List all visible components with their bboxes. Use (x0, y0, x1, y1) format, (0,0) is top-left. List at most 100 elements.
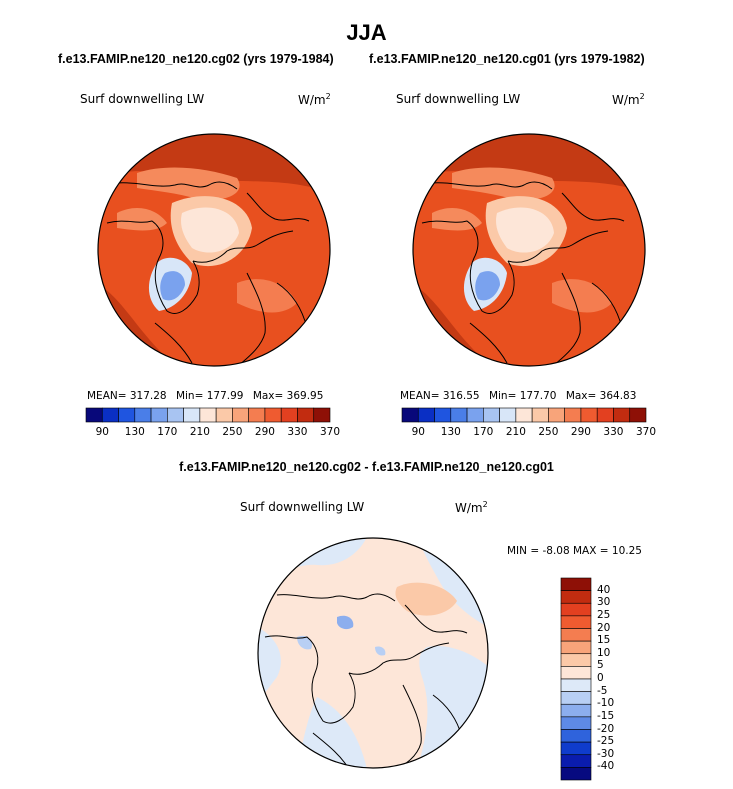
right-colorbar-swatch (450, 407, 468, 423)
difference-colorbar-swatch (560, 741, 592, 756)
difference-polar-map (257, 537, 489, 769)
left-colorbar-swatch (199, 407, 217, 423)
difference-colorbar-swatch (560, 653, 592, 667)
left-colorbar-swatch (248, 407, 266, 423)
difference-colorbar-swatch (560, 691, 592, 705)
difference-colorbar-tick-label: -30 (597, 747, 615, 760)
right-mean: MEAN= 316.55 (400, 390, 480, 402)
left-colorbar-swatch (134, 407, 152, 423)
difference-colorbar-tick-label: -25 (597, 735, 615, 748)
right-colorbar-swatch (434, 407, 452, 423)
right-variable-label: Surf downwelling LW (396, 92, 521, 106)
difference-colorbar-tick-label: 0 (597, 672, 604, 684)
right-colorbar-swatches (401, 407, 647, 423)
difference-colorbar-swatch (560, 729, 592, 743)
difference-title: f.e13.FAMIP.ne120_ne120.cg02 - f.e13.FAM… (179, 460, 554, 474)
left-colorbar-tick-label: 370 (319, 426, 341, 438)
right-stats: MEAN= 316.55 Min= 177.70 Max= 364.83 (400, 390, 636, 402)
difference-colorbar-tick-label: 30 (597, 596, 611, 609)
diff-minmax-label: MIN = -8.08 MAX = 10.25 (507, 545, 642, 557)
right-colorbar-swatch (580, 407, 598, 423)
right-units-label: W/m2 (612, 92, 645, 107)
left-colorbar-swatch (85, 407, 103, 423)
left-colorbar-tick-label: 170 (157, 426, 178, 438)
left-colorbar-swatch (167, 407, 184, 423)
left-colorbar-swatch (215, 407, 233, 423)
left-colorbar-swatch (313, 407, 331, 423)
difference-colorbar-tick-label: 40 (597, 583, 611, 596)
difference-colorbar-tick-label: 15 (597, 634, 611, 647)
left-polar-map (97, 133, 331, 367)
difference-colorbar-swatch (560, 640, 592, 655)
left-colorbar-swatch (280, 407, 298, 423)
right-min: Min= 177.70 (488, 390, 557, 402)
right-run-title: f.e13.FAMIP.ne120_ne120.cg01 (yrs 1979-1… (369, 52, 645, 66)
difference-colorbar-swatch (560, 716, 592, 730)
right-colorbar-tick-label: 290 (570, 426, 591, 438)
right-colorbar-swatch (548, 407, 565, 423)
right-colorbar-swatch (564, 407, 582, 423)
difference-colorbar-tick-label: 25 (597, 608, 611, 621)
right-colorbar-tick-label: 370 (635, 426, 657, 438)
diff-units-label: W/m2 (455, 500, 488, 515)
right-colorbar-swatch (417, 407, 435, 423)
left-min: Min= 177.99 (175, 390, 244, 402)
right-colorbar-swatch (466, 407, 484, 423)
difference-colorbar-swatch (560, 602, 592, 617)
left-variable-label: Surf downwelling LW (80, 92, 205, 106)
right-colorbar-tick-label: 330 (603, 426, 624, 438)
left-colorbar-swatch (264, 407, 282, 423)
left-colorbar-swatch (297, 407, 315, 423)
left-colorbar-tick-label: 250 (222, 426, 243, 438)
left-colorbar-swatch (183, 407, 201, 423)
left-units-label: W/m2 (298, 92, 331, 107)
right-colorbar-tick-label: 210 (505, 426, 526, 438)
difference-colorbar-tick-label: -10 (597, 697, 615, 710)
left-colorbar-tick-label: 210 (189, 426, 210, 438)
right-colorbar-tick-label: 130 (440, 426, 461, 438)
right-colorbar-swatch (531, 407, 549, 423)
left-colorbar-swatches (85, 407, 331, 423)
difference-colorbar-swatch (560, 754, 592, 768)
right-colorbar-tick-label: 90 (411, 426, 425, 438)
left-colorbar-swatch (232, 407, 249, 423)
right-max: Max= 364.83 (565, 390, 637, 402)
difference-colorbar-swatch (560, 590, 592, 604)
left-run-title: f.e13.FAMIP.ne120_ne120.cg02 (yrs 1979-1… (58, 52, 334, 66)
difference-colorbar-tick-label: -40 (597, 760, 615, 773)
left-colorbar-tick-label: 290 (254, 426, 275, 438)
left-stats: MEAN= 317.28 Min= 177.99 Max= 369.95 (87, 390, 323, 402)
right-colorbar-tick-label: 170 (473, 426, 494, 438)
difference-colorbar-tick-label: -20 (597, 722, 615, 735)
difference-colorbar-swatch (560, 615, 592, 629)
left-colorbar-tick-label: 90 (95, 426, 109, 438)
left-colorbar-tick-label: 130 (124, 426, 145, 438)
difference-colorbar-swatch (560, 703, 592, 718)
difference-colorbar-tick-label: 5 (597, 659, 604, 672)
left-mean: MEAN= 317.28 (87, 390, 167, 402)
left-colorbar-tick-label: 330 (287, 426, 308, 438)
right-colorbar-swatch (613, 407, 631, 423)
difference-colorbar-swatch (560, 666, 592, 680)
left-colorbar: 90 130 170 210 250 290 330 370 (85, 407, 340, 440)
difference-colorbar-swatch (560, 577, 592, 591)
right-colorbar-swatch (629, 407, 647, 423)
difference-colorbar-swatch (560, 678, 592, 692)
difference-colorbar-swatch (560, 628, 592, 642)
right-colorbar-swatch (515, 407, 533, 423)
difference-colorbar-swatch (560, 767, 592, 781)
diff-variable-label: Surf downwelling LW (240, 500, 365, 514)
right-colorbar-swatch (483, 407, 500, 423)
right-colorbar-swatch (499, 407, 517, 423)
left-max: Max= 369.95 (252, 390, 324, 402)
difference-colorbar-swatches (560, 577, 592, 781)
difference-colorbar: 40 30 25 20 15 10 5 0 -5 -10 -15 -20 -25 -30 -40 (560, 577, 621, 781)
right-colorbar-tick-label: 250 (538, 426, 559, 438)
difference-colorbar-tick-label: -15 (597, 709, 615, 722)
left-colorbar-swatch (150, 407, 168, 423)
right-colorbar: 90 130 170 210 250 290 330 370 (401, 407, 656, 440)
right-colorbar-swatch (401, 407, 419, 423)
left-colorbar-swatch (101, 407, 119, 423)
right-colorbar-swatch (596, 407, 614, 423)
left-colorbar-swatch (118, 407, 136, 423)
